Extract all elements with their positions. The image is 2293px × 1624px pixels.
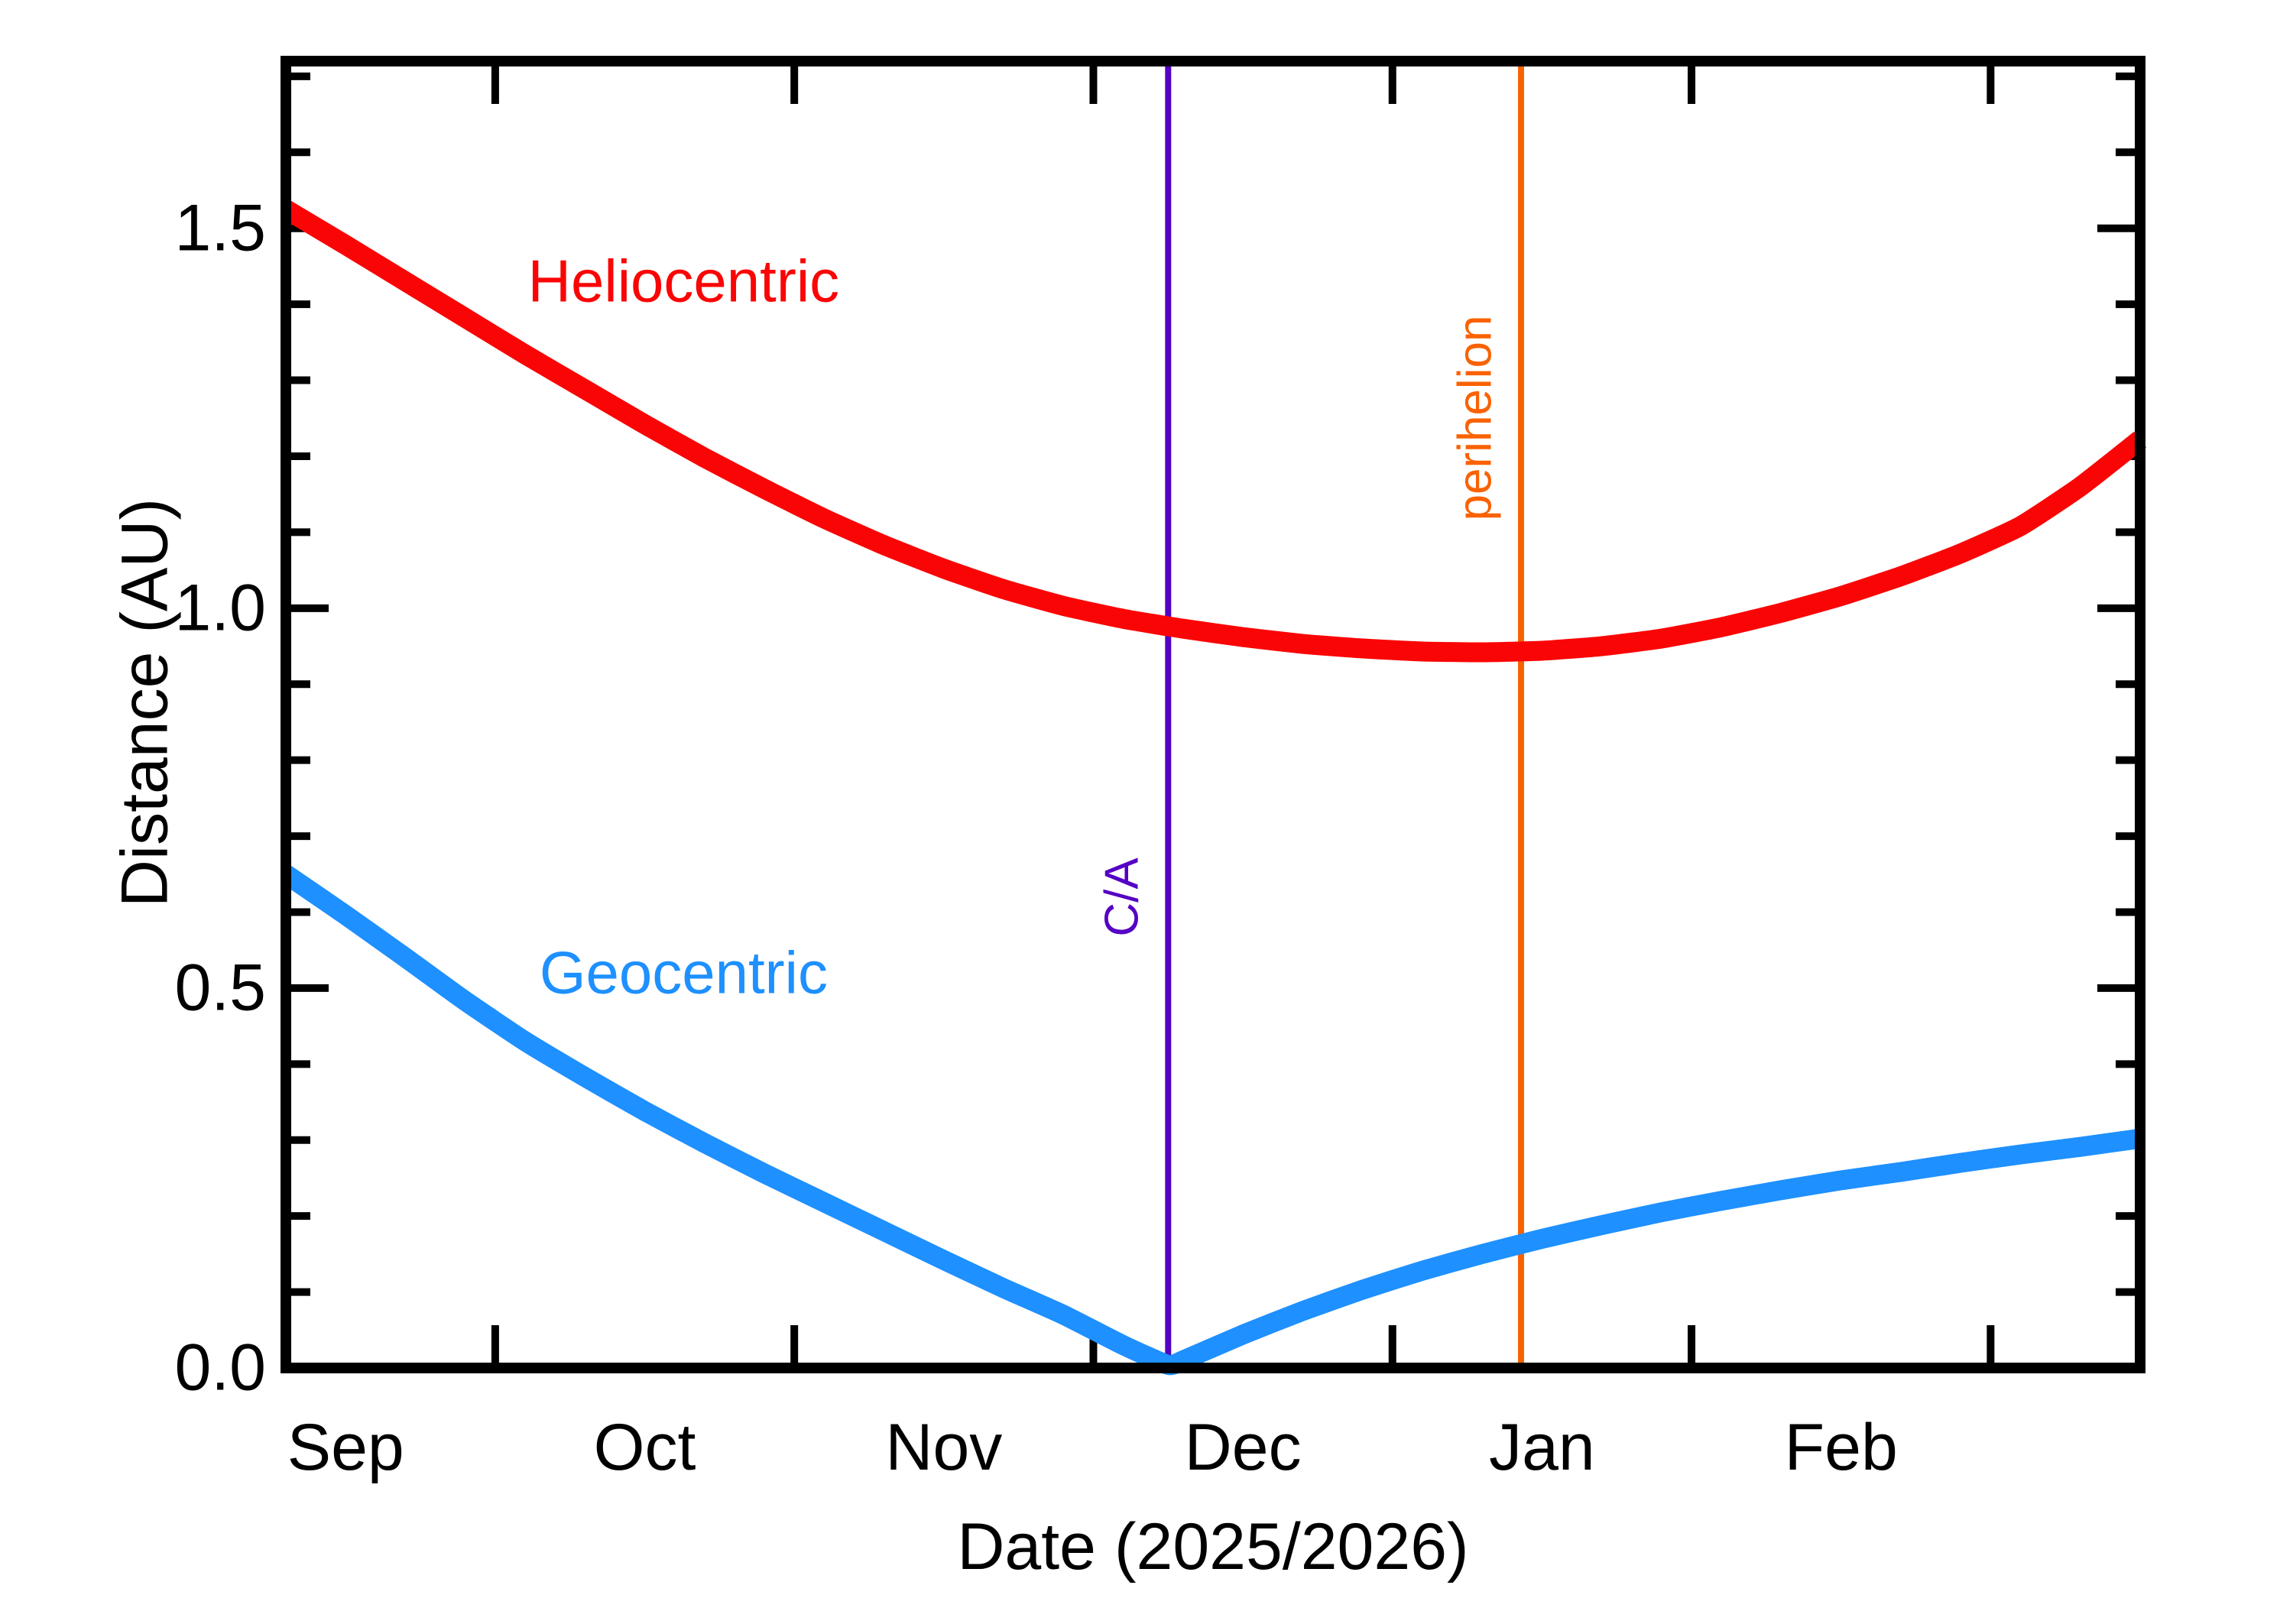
annotation-label-perihelion: perihelion [1448,315,1502,521]
x-tick-label: Nov [885,1411,1003,1484]
y-tick-label: 1.0 [174,571,266,645]
y-tick-label: 1.5 [174,191,266,265]
y-tick-label-group: 0.0 0.5 1.0 1.5 [0,0,266,1624]
x-axis-title: Date (2025/2026) [957,1510,1469,1583]
x-tick-label: Jan [1489,1411,1595,1484]
plot-frame-overlay [281,56,2145,1373]
annotation-label-c-a: C/A [1095,857,1149,937]
series-label-heliocentric: Heliocentric [527,247,840,315]
series-label-geocentric: Geocentric [539,938,828,1006]
x-tick-label: Feb [1784,1411,1898,1484]
y-tick-label: 0.5 [174,951,266,1025]
x-tick-label: Sep [287,1411,404,1484]
x-tick-label: Oct [593,1411,696,1484]
y-tick-label: 0.0 [174,1331,266,1405]
series-line-heliocentric [281,200,2147,663]
x-tick-label: Dec [1184,1411,1302,1484]
